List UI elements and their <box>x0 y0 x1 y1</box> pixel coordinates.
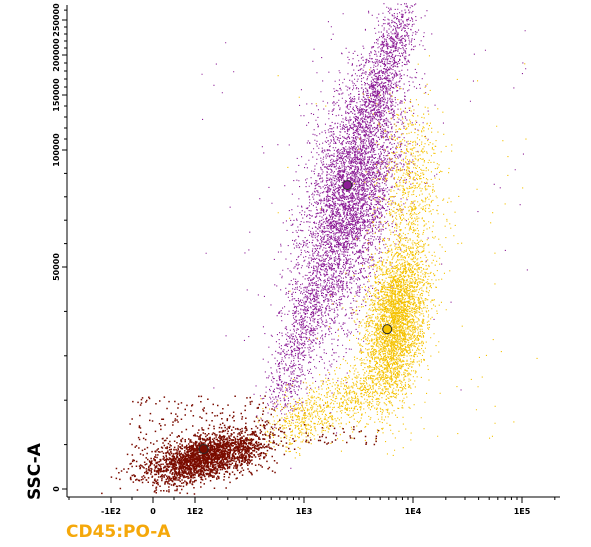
y-tick-label: 50000 <box>52 253 61 281</box>
y-tick-label: 100000 <box>52 133 61 167</box>
y-tick-label: 150000 <box>52 78 61 112</box>
x-tick-label: 1E4 <box>405 507 422 516</box>
cluster-centers <box>198 180 393 455</box>
purple-population-points <box>201 3 528 469</box>
x-tick-label: 0 <box>150 507 156 516</box>
data-points <box>101 3 538 495</box>
cluster-center-marker <box>342 180 353 191</box>
x-tick-label: -1E2 <box>101 507 121 516</box>
x-tick-label: 1E3 <box>296 507 313 516</box>
y-tick-label: 0 <box>52 486 61 492</box>
maroon-population-points <box>101 395 380 495</box>
cluster-center-marker <box>198 444 209 455</box>
y-tick-label: 200000 <box>52 38 61 72</box>
x-tick-label: 1E2 <box>187 507 204 516</box>
yellow-population-points <box>248 55 538 459</box>
cluster-center-marker <box>382 324 393 335</box>
y-tick-label: 250000 <box>52 3 61 37</box>
x-axis-label: CD45:PO-A <box>66 522 171 542</box>
x-ticks: -1E2 0 1E2 1E3 1E4 1E5 <box>68 497 556 516</box>
y-axis-label: SSC-A <box>25 442 45 500</box>
x-tick-label: 1E5 <box>514 507 531 516</box>
